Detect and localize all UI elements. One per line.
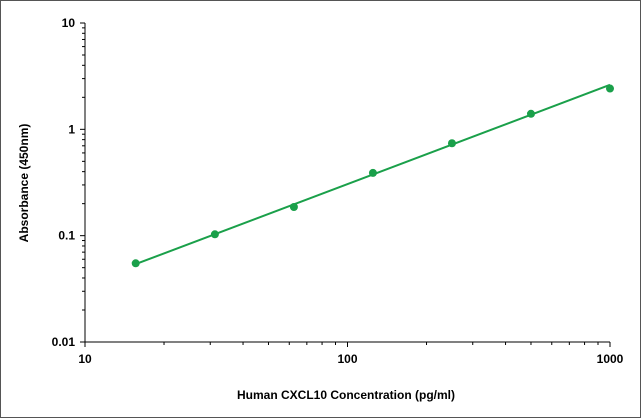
data-point — [526, 109, 535, 118]
data-point — [447, 139, 456, 148]
x-tick-label: 1000 — [597, 352, 624, 366]
y-axis-title: Absorbance (450nm) — [17, 124, 31, 243]
axes — [84, 23, 610, 343]
data-point — [606, 84, 614, 93]
data-point — [289, 203, 298, 212]
y-tick-label: 1 — [68, 122, 75, 136]
data-point — [368, 168, 377, 177]
data-point — [131, 259, 140, 268]
x-tick-label: 100 — [337, 352, 357, 366]
y-tick-label: 0.01 — [52, 335, 76, 349]
x-axis-title: Human CXCL10 Concentration (pg/ml) — [237, 388, 455, 402]
y-tick-label: 0.1 — [58, 229, 75, 243]
data-point — [210, 230, 219, 239]
x-tick-label: 10 — [78, 352, 92, 366]
y-tick-label: 10 — [62, 16, 76, 30]
data-points — [131, 84, 614, 268]
